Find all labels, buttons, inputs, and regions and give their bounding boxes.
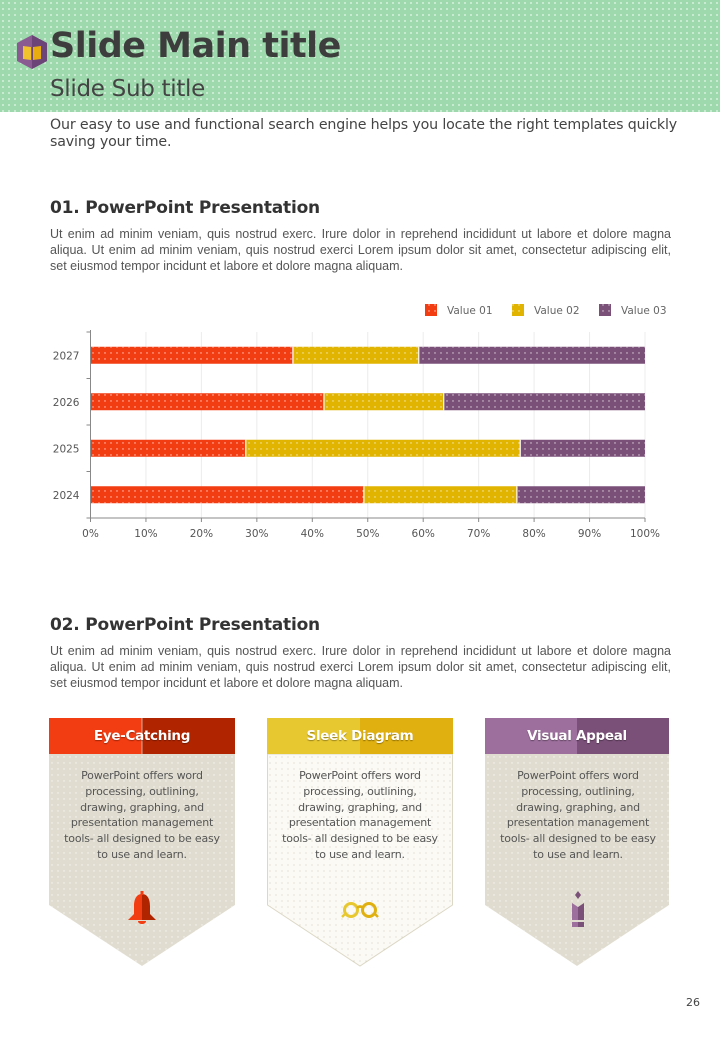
section-1-title: 01. PowerPoint Presentation <box>50 198 320 218</box>
bar-segment-texture <box>323 393 444 411</box>
x-tick-label: 30% <box>245 528 268 540</box>
legend-item: Value 02 <box>512 304 580 317</box>
card-title: Eye-Catching <box>93 728 191 744</box>
y-tick-label: 2025 <box>53 443 80 455</box>
card-background <box>49 718 235 966</box>
card-eye-catching: Eye-Catching PowerPoint offers word proc… <box>49 718 235 968</box>
book-hexagon-icon <box>17 35 47 69</box>
stacked-bar-chart: 0% 10% 20% 30% 40% 50% 60% 70% 80% 90% 100% 2024 202… <box>53 304 667 540</box>
y-tick-label: 2024 <box>53 490 80 502</box>
bar-segment-texture <box>443 393 645 411</box>
y-tick-label: 2026 <box>53 397 80 409</box>
legend-swatch-texture <box>425 304 437 316</box>
card-text: PowerPoint offers word processing, outli… <box>282 769 438 861</box>
legend-swatch-texture <box>512 304 524 316</box>
glasses-icon <box>341 902 379 918</box>
legend-label: Value 02 <box>534 305 580 317</box>
x-tick-label: 70% <box>467 528 490 540</box>
bell-icon <box>128 891 156 924</box>
bar-segment-texture <box>516 486 645 504</box>
x-tick-label: 80% <box>522 528 545 540</box>
bar-segment-texture <box>90 486 364 504</box>
card-text: PowerPoint offers word processing, outli… <box>500 769 656 861</box>
x-tick-label: 0% <box>82 528 99 540</box>
x-tick-label: 90% <box>578 528 601 540</box>
bar-segment-texture <box>292 346 419 364</box>
y-tick-label: 2027 <box>53 350 80 362</box>
main-title: Slide Main title <box>50 26 341 66</box>
card-title: Sleek Diagram <box>306 728 414 744</box>
card-background <box>267 718 453 967</box>
card-background <box>485 718 669 966</box>
legend-swatch-texture <box>599 304 611 316</box>
bar-segment-texture <box>90 393 324 411</box>
chart-bars <box>90 346 645 504</box>
legend-item: Value 03 <box>599 304 667 317</box>
section-2-title: 02. PowerPoint Presentation <box>50 615 320 635</box>
legend-item: Value 01 <box>425 304 493 317</box>
legend-label: Value 01 <box>447 305 493 317</box>
bar-segment-texture <box>363 486 517 504</box>
section-1-body: Ut enim ad minim veniam, quis nostrud ex… <box>50 227 671 273</box>
card-visual-appeal: Visual Appeal PowerPoint offers word pro… <box>485 718 671 968</box>
sub-title: Slide Sub title <box>50 76 205 102</box>
card-text: PowerPoint offers word processing, outli… <box>64 769 220 861</box>
bar-segment-texture <box>245 439 521 457</box>
intro-text: Our easy to use and functional search en… <box>50 117 678 150</box>
pencil-icon <box>572 891 584 927</box>
section-2-body: Ut enim ad minim veniam, quis nostrud ex… <box>50 644 671 690</box>
x-tick-label: 100% <box>630 528 660 540</box>
header-banner: Slide Main title Slide Sub title <box>0 0 720 112</box>
bar-segment-texture <box>90 346 293 364</box>
card-title: Visual Appeal <box>527 728 627 744</box>
legend-label: Value 03 <box>621 305 667 317</box>
x-tick-label: 50% <box>356 528 379 540</box>
x-tick-label: 10% <box>134 528 157 540</box>
chart-axes: 0% 10% 20% 30% 40% 50% 60% 70% 80% 90% 100% 2024 202… <box>53 330 660 540</box>
bar-segment-texture <box>90 439 246 457</box>
card-sleek-diagram: Sleek Diagram PowerPoint offers word pro… <box>267 718 453 968</box>
bar-segment-texture <box>418 346 645 364</box>
bar-segment-texture <box>520 439 645 457</box>
x-tick-label: 20% <box>190 528 213 540</box>
chart-legend: Value 01 Value 02 Value 03 <box>425 304 667 317</box>
x-tick-label: 40% <box>301 528 324 540</box>
page-number: 26 <box>686 996 700 1009</box>
x-tick-label: 60% <box>412 528 435 540</box>
